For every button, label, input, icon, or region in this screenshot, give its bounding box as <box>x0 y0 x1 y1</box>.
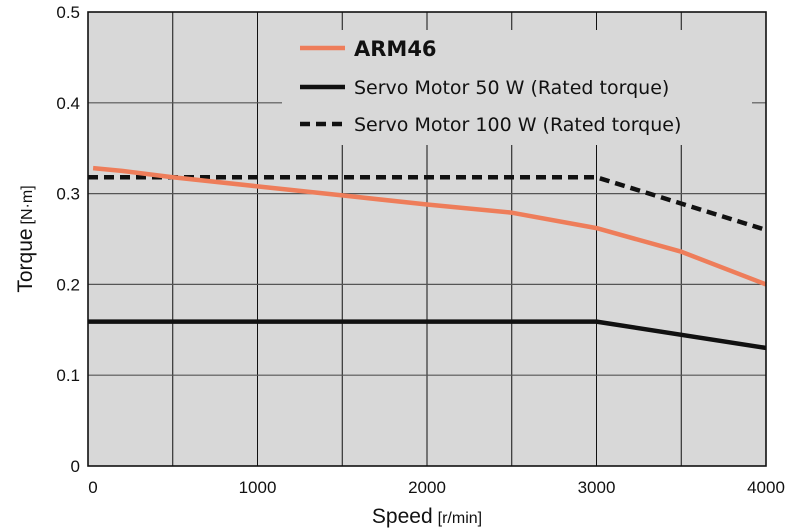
x-axis-title: Speed [r/min] <box>372 505 482 528</box>
y-tick-label: 0.1 <box>56 366 80 385</box>
legend-background <box>282 30 752 145</box>
legend-label-servo-50w: Servo Motor 50 W (Rated torque) <box>354 77 669 99</box>
x-tick-label: 1000 <box>239 478 277 497</box>
y-axis-unit: [N·m] <box>19 185 36 224</box>
y-tick-label: 0.4 <box>56 94 80 113</box>
x-tick-label: 3000 <box>578 478 616 497</box>
x-tick-label: 4000 <box>747 478 785 497</box>
y-axis-title: Torque [N·m] <box>14 185 37 292</box>
x-axis-label: Speed <box>372 505 433 528</box>
y-tick-label: 0.5 <box>56 3 80 22</box>
series-line-1 <box>88 319 767 351</box>
x-axis-unit: [r/min] <box>438 510 482 527</box>
legend-label-arm46: ARM46 <box>354 37 437 61</box>
y-axis-label: Torque <box>14 228 37 292</box>
x-tick-label: 2000 <box>408 478 446 497</box>
y-tick-label: 0.3 <box>56 185 80 204</box>
tick-labels: 0 1000 2000 3000 4000 0 0.1 0.2 0.3 0.4 0.5 <box>56 3 785 497</box>
legend: ARM46 Servo Motor 50 W (Rated torque) Se… <box>282 30 752 145</box>
series-line-2 <box>88 175 767 233</box>
plot-border <box>87 11 767 467</box>
series-line-0 <box>92 165 767 287</box>
y-tick-label: 0 <box>71 457 80 476</box>
legend-label-servo-100w: Servo Motor 100 W (Rated torque) <box>354 114 681 136</box>
series-lines <box>88 165 767 351</box>
y-tick-label: 0.2 <box>56 275 80 294</box>
x-tick-label: 0 <box>88 478 97 497</box>
